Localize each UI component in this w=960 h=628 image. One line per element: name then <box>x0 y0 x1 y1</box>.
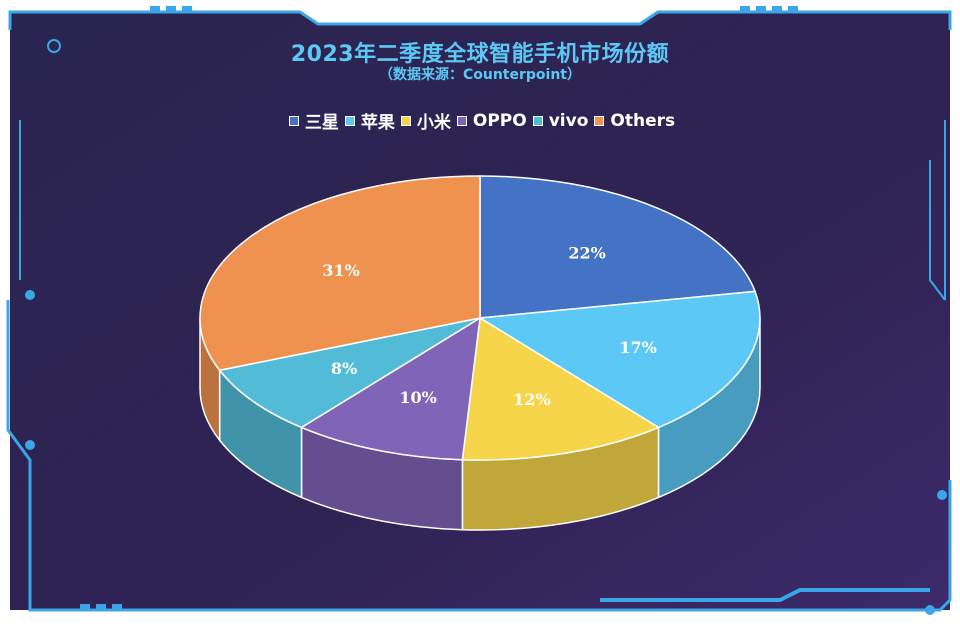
legend-label: 小米 <box>416 113 451 133</box>
pie-slice-3 <box>299 316 481 461</box>
legend-label: 三星 <box>304 113 339 133</box>
chart-subtitle: （数据来源：Counterpoint） <box>378 67 581 83</box>
chart-legend: 三星 苹果 小米 OPPO vivo Others <box>0 108 960 133</box>
legend-item: 三星 <box>285 108 339 133</box>
legend-item: Others <box>590 111 675 131</box>
legend-item: OPPO <box>453 111 527 131</box>
legend-label: Others <box>610 110 676 131</box>
pie-data-label: 12% <box>513 390 550 409</box>
legend-label: vivo <box>548 110 589 131</box>
pie-top-faces <box>199 175 761 461</box>
frame-dots <box>25 39 947 615</box>
legend-swatch <box>456 115 467 126</box>
legend-swatch <box>344 115 355 126</box>
pie-data-label: 22% <box>568 243 605 262</box>
legend-swatch <box>288 115 299 126</box>
legend-swatch <box>532 115 543 126</box>
legend-item: vivo <box>529 110 589 131</box>
frame-accent-bars <box>80 6 798 610</box>
pie-slice-1 <box>477 290 761 429</box>
pie-data-label: 31% <box>322 261 359 280</box>
legend-label: OPPO <box>472 110 527 131</box>
pie-slice-5 <box>199 175 481 372</box>
pie-data-label: 8% <box>331 359 357 378</box>
legend-item: 苹果 <box>341 108 395 133</box>
pie-data-labels: 22% 17% 12% 10% 8% 31% <box>322 243 656 409</box>
pie-slice-4 <box>218 317 481 429</box>
frame-lines <box>6 10 952 612</box>
pie-slice-0 <box>479 175 757 319</box>
legend-item: 小米 <box>397 108 451 133</box>
chart-title: 2023年二季度全球智能手机市场份额 <box>290 42 670 67</box>
legend-swatch <box>400 115 411 126</box>
legend-label: 苹果 <box>360 113 395 133</box>
legend-swatch <box>594 115 605 126</box>
pie-data-label: 10% <box>399 388 436 407</box>
pie-data-label: 17% <box>619 338 656 357</box>
pie-slice-2 <box>461 316 661 461</box>
